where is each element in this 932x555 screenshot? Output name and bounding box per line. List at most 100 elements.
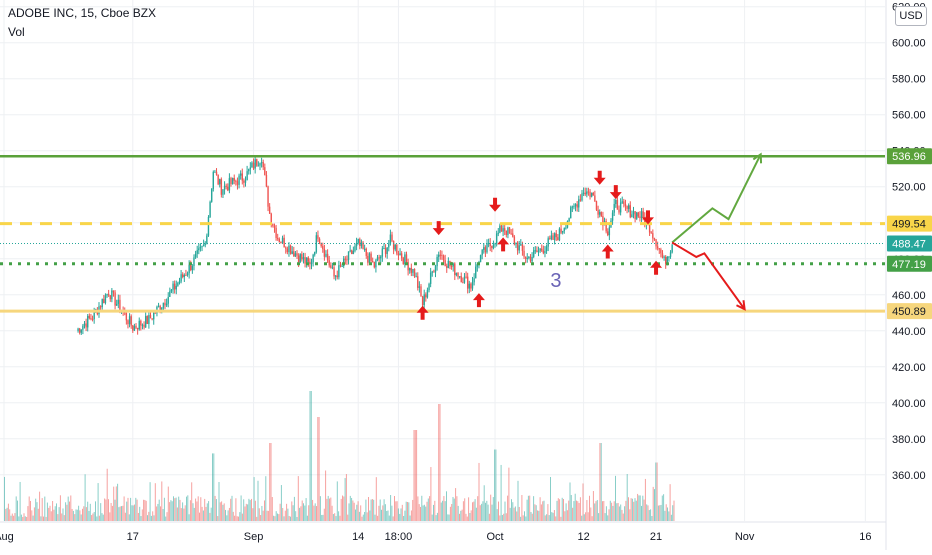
volume-bar	[468, 497, 470, 521]
candle-body	[202, 244, 205, 246]
volume-bar	[512, 502, 514, 521]
y-tick-label: 600.00	[892, 38, 926, 50]
volume-bar	[596, 500, 598, 521]
volume-bar	[568, 500, 570, 521]
volume-bar	[50, 511, 52, 521]
volume-bar	[572, 507, 574, 521]
candle-body	[383, 248, 385, 250]
candle-body	[128, 316, 131, 325]
candle-body	[471, 282, 474, 289]
candle-body	[146, 316, 148, 324]
candle-body	[178, 281, 181, 283]
candle-body	[615, 200, 617, 204]
candle-body	[650, 232, 652, 234]
candle-body	[132, 325, 134, 331]
candle-body	[616, 200, 619, 210]
candle-body	[209, 201, 211, 218]
volume-bar	[433, 504, 434, 521]
candle-body	[201, 245, 203, 247]
volume-bar	[200, 497, 202, 521]
volume-bar	[300, 506, 302, 521]
candle-body	[119, 299, 121, 312]
candle-body	[167, 296, 169, 304]
volume-bar	[241, 513, 243, 521]
candle-body	[552, 235, 554, 240]
volume-bar	[316, 506, 317, 521]
candle-body	[516, 242, 519, 251]
candle-body	[431, 271, 433, 273]
volume-bar	[253, 477, 255, 521]
volume-bar	[591, 516, 593, 521]
volume-bar	[219, 502, 221, 521]
volume-bar	[165, 516, 167, 521]
candle-body	[148, 315, 150, 324]
x-tick-label: Nov	[735, 531, 755, 543]
volume-bar	[486, 500, 488, 521]
volume-bar	[61, 513, 63, 521]
volume-bar	[477, 496, 479, 521]
candle-body	[613, 203, 615, 213]
candle-body	[611, 212, 614, 221]
candle-body	[180, 274, 182, 282]
candle-body	[407, 262, 409, 271]
volume-bar	[530, 511, 532, 521]
volume-bar	[137, 512, 139, 521]
volume-bar	[429, 496, 431, 521]
volume-bar	[223, 503, 225, 521]
volume-bar	[206, 503, 208, 521]
volume-bar	[599, 443, 601, 521]
volume-bar	[555, 516, 557, 521]
volume-bar	[370, 499, 372, 521]
arrow-down-icon	[593, 170, 606, 185]
candle-body	[288, 245, 290, 253]
candle-body	[133, 325, 136, 331]
level-label: 477.19	[892, 259, 926, 271]
candle-body	[354, 246, 356, 251]
candle-body	[457, 272, 459, 277]
candle-body	[339, 265, 342, 267]
volume-bar	[44, 496, 46, 521]
volume-bar	[656, 462, 658, 521]
volume-bar	[101, 513, 103, 521]
y-tick-label: 360.00	[892, 470, 926, 482]
currency-button[interactable]: USD	[895, 6, 927, 26]
volume-bar	[204, 498, 206, 521]
candle-body	[462, 282, 464, 284]
volume-bar	[381, 509, 382, 521]
indicator-label: Vol	[8, 25, 25, 39]
volume-bar	[444, 501, 446, 521]
candle-body	[589, 191, 591, 197]
candle-body	[194, 253, 197, 258]
volume-bar	[401, 504, 403, 521]
volume-bar	[395, 501, 397, 521]
volume-bar	[633, 501, 635, 521]
volume-bar	[111, 505, 113, 521]
volume-bar	[590, 507, 592, 521]
candle-body	[251, 162, 253, 168]
projection-green	[671, 153, 762, 244]
volume-bar	[166, 512, 168, 521]
volume-bar	[230, 498, 232, 521]
y-tick-label: 520.00	[892, 182, 926, 194]
volume-bar	[318, 417, 320, 521]
volume-bar	[564, 511, 566, 521]
volume-bar	[202, 510, 204, 521]
volume-bar	[39, 491, 41, 521]
candle-body	[265, 175, 268, 187]
volume-bar	[239, 512, 241, 521]
volume-bar	[578, 503, 580, 521]
candle-body	[161, 307, 163, 311]
volume-bar	[152, 511, 154, 521]
volume-bar	[404, 510, 406, 521]
volume-bar	[661, 495, 663, 521]
arrow-down-icon	[609, 185, 622, 200]
candle-body	[515, 242, 517, 245]
volume-bar	[66, 504, 68, 521]
volume-bar	[308, 505, 310, 521]
volume-bar	[322, 514, 324, 521]
volume-bar	[604, 513, 606, 521]
volume-bar	[561, 497, 563, 521]
candle-body	[428, 283, 430, 291]
volume-bar	[438, 404, 440, 521]
